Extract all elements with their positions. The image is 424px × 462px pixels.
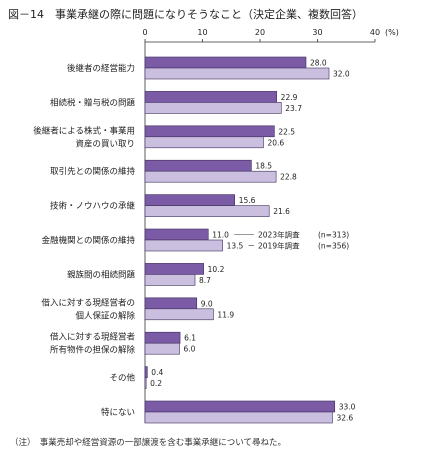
category-label: 借入に対する現経営者の [41,297,135,308]
value-label: 6.1 [184,334,196,343]
value-label: 6.0 [184,345,196,354]
legend-label: 2019年調査 [258,241,300,251]
x-tick-label: 30 [312,28,322,37]
value-label: 0.2 [150,379,162,388]
value-label: 21.6 [273,207,290,216]
value-label: 23.7 [285,104,302,113]
x-tick-label: 40 [370,28,380,37]
x-tick-label: 10 [197,28,207,37]
category-label: 後継者による株式・事業用 [33,125,135,136]
bar-2023 [144,400,336,413]
bar-2023 [144,194,235,206]
value-label: 10.2 [208,265,225,274]
category-label: 所有物件の担保の解除 [50,345,136,356]
legend-count: (n=356) [318,242,349,251]
x-tick-label: 0 [142,28,147,37]
chart-note: （注） 事業売却や経営資源の一部譲渡を含む事業承継について尋ねた。 [10,438,286,448]
value-label: 15.6 [239,196,256,205]
category-label: 相続税・贈与税の問題 [50,97,136,108]
bar-2023 [144,331,181,344]
bar-2019 [144,342,180,355]
bar-2019 [144,411,333,424]
bar-2019 [144,308,214,321]
category-label: 技術・ノウハウの承継 [50,201,136,212]
category-label: 借入に対する現経営者 [50,332,136,343]
x-tick-label: 20 [255,28,265,37]
bar-2019 [144,102,282,114]
category-label: 後継者の経営能力 [67,63,135,74]
bar-2019 [144,274,196,286]
chart-title: 図－14 事業承継の際に問題になりそうなこと（決定企業、複数回答） [8,8,363,21]
bar-2019 [144,170,277,183]
value-label: 28.0 [310,59,327,68]
category-label: 金融機関との関係の維持 [42,235,136,246]
bar-2023 [144,366,148,378]
bar-2023 [144,91,277,103]
value-label: 9.0 [201,299,213,308]
bar-2023 [144,228,209,241]
value-label: 8.7 [199,276,211,285]
value-label: 18.5 [255,162,272,171]
legend-label: 2023年調査 [258,230,300,240]
bar-2023 [144,263,204,275]
legend-count: (n=313) [318,231,349,240]
x-unit-label: (%) [385,28,399,37]
bar-2019 [144,205,270,217]
value-label: 22.5 [278,127,295,136]
value-label: 0.4 [151,368,163,377]
value-label: 33.0 [339,403,356,412]
bar-2023 [144,159,252,172]
bar-2019 [144,377,147,389]
category-label: 資産の買い取り [75,138,135,149]
value-label: 32.6 [336,414,353,423]
value-label: 11.9 [217,310,234,319]
bar-2023 [144,297,198,310]
value-label: 20.6 [267,138,284,147]
value-label: 22.8 [280,173,297,182]
category-label: 親族間の相続問題 [67,269,136,280]
category-label: その他 [109,373,135,384]
category-label: 特にない [101,407,135,418]
value-label: 11.0 [212,231,229,240]
bar-2023 [144,125,275,138]
value-label: 22.9 [281,93,298,102]
bar-2023 [144,56,307,69]
bar-2019 [144,67,330,80]
bar-2019 [144,239,223,252]
bar-2019 [144,136,264,149]
value-label: 32.0 [333,70,350,79]
value-label: 13.5 [227,242,244,251]
category-label: 個人保証の解除 [75,310,135,321]
category-label: 取引先との関係の維持 [50,166,135,177]
